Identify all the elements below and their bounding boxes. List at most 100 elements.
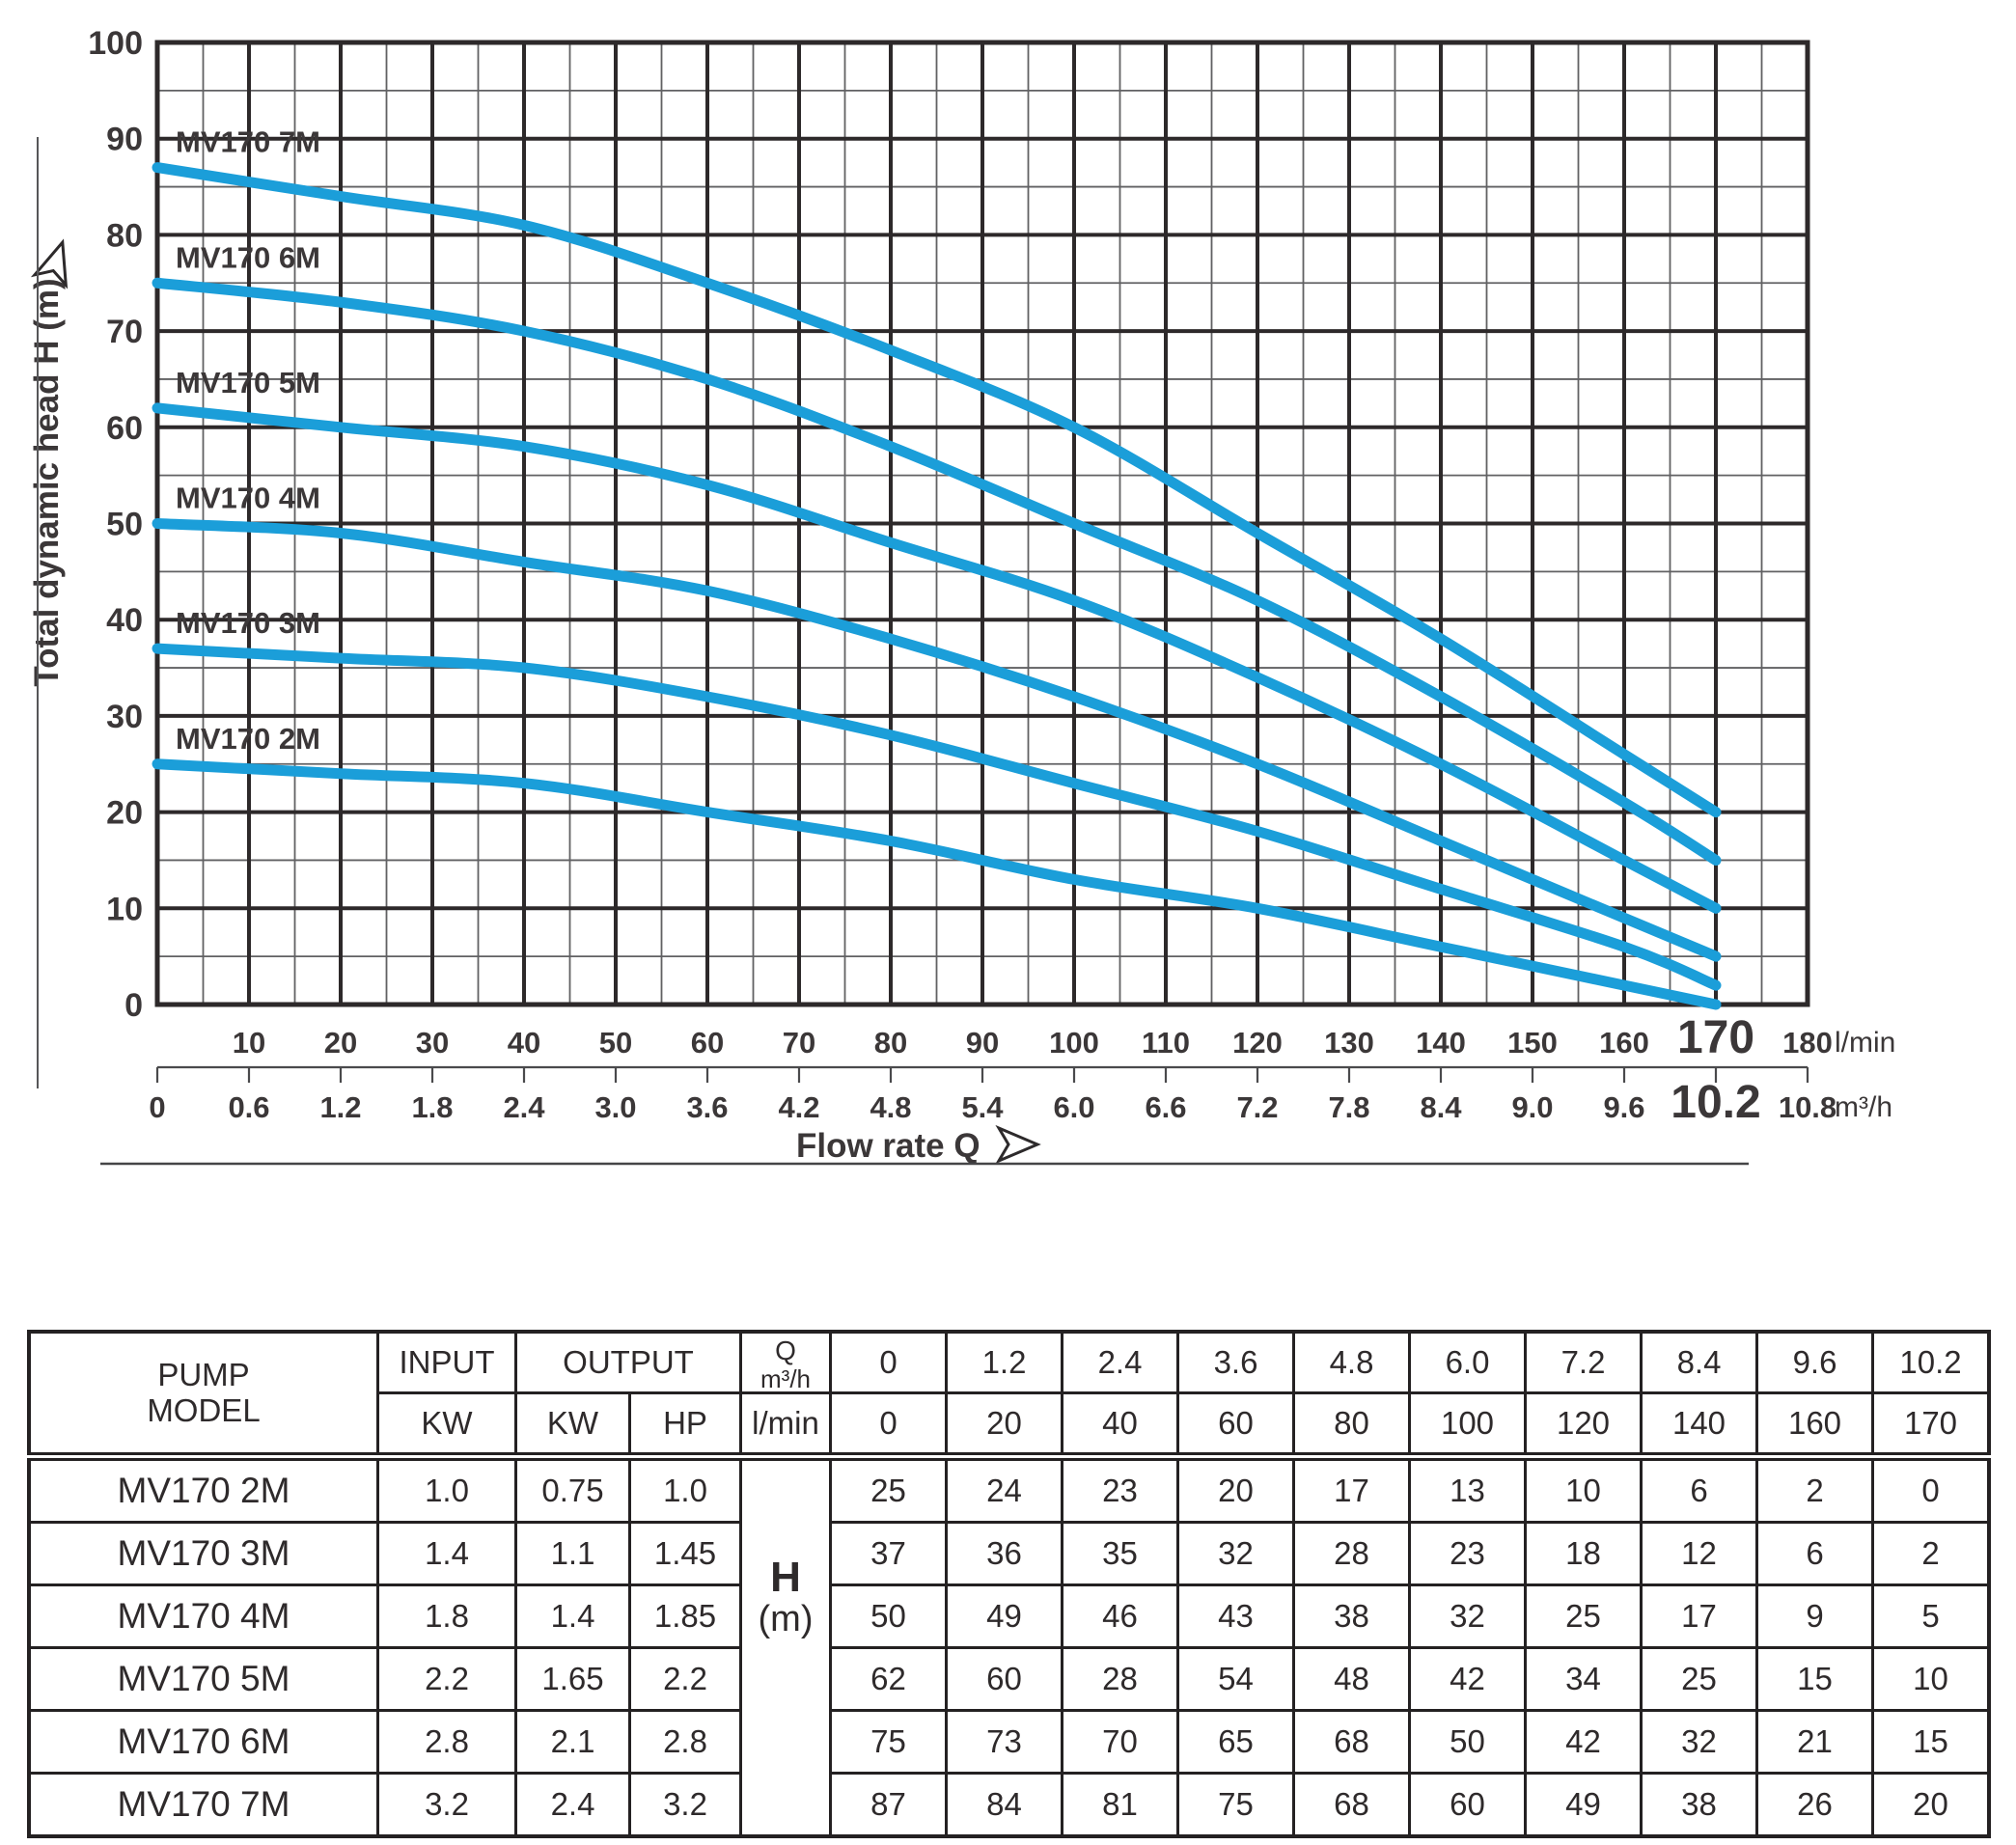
h-value-cell: 32 — [1640, 1709, 1758, 1775]
h-value-cell: 23 — [1061, 1455, 1179, 1524]
h-value-cell: 75 — [829, 1709, 948, 1775]
y-tick-label: 10 — [106, 891, 143, 927]
pump-curves — [152, 162, 1722, 1010]
h-value-cell: 17 — [1292, 1455, 1411, 1524]
output-kw-header: KW — [514, 1391, 631, 1461]
output-kw-cell: 1.65 — [514, 1646, 631, 1712]
x-m3h-tick-label: 7.8 — [1328, 1090, 1369, 1124]
output-kw-cell: 2.1 — [514, 1709, 631, 1775]
h-value-cell: 15 — [1871, 1709, 1991, 1775]
h-value-cell: 73 — [945, 1709, 1063, 1775]
x-m3h-tick-label: 9.0 — [1511, 1090, 1553, 1124]
h-value-cell: 42 — [1524, 1709, 1643, 1775]
pump-model-cell: MV170 6M — [27, 1709, 379, 1775]
h-value-cell: 2 — [1871, 1521, 1991, 1586]
x-lmin-tick-label: 40 — [508, 1026, 540, 1060]
h-value-cell: 6 — [1640, 1455, 1758, 1524]
x-m3h-tick-label: 3.0 — [594, 1090, 636, 1124]
x-axis-title: Flow rate Q — [796, 1127, 980, 1165]
pump-model-cell: MV170 5M — [27, 1646, 379, 1712]
pump-performance-chart: MV170 7M MV170 6M MV170 5M MV170 4M MV170 3M… — [28, 25, 1895, 1166]
pump-row-MV170-3M: MV170 3M 1.4 1.1 1.45 37 36 35 32 28 23 18 12 6 2 — [27, 1521, 1991, 1586]
q-lmin-header-cell: 100 — [1408, 1391, 1527, 1461]
x-m3h-tick-label: 10.8 — [1779, 1090, 1836, 1124]
x-lmin-tick-label: 90 — [966, 1026, 999, 1060]
y-axis-title: Total dynamic head H (m) — [28, 278, 66, 686]
q-m3h-header-cell: 9.6 — [1755, 1330, 1874, 1394]
x-m3h-tick-label: 8.4 — [1420, 1090, 1462, 1124]
curve-label-MV170-5M: MV170 5M — [176, 366, 320, 399]
curve-MV170-6M — [152, 277, 1722, 866]
pump-model-header-line2: MODEL — [147, 1391, 261, 1428]
curve-label-MV170-7M: MV170 7M — [176, 125, 320, 159]
output-hp-cell: 2.2 — [628, 1646, 742, 1712]
q-header-unit: m³/h — [760, 1364, 811, 1393]
h-value-cell: 12 — [1640, 1521, 1758, 1586]
output-header: OUTPUT — [514, 1330, 742, 1394]
h-value-cell: 20 — [1871, 1772, 1991, 1838]
h-value-cell: 81 — [1061, 1772, 1179, 1838]
input-kw-cell: 3.2 — [376, 1772, 517, 1838]
h-value-cell: 68 — [1292, 1709, 1411, 1775]
q-m3h-header-cell: 3.6 — [1176, 1330, 1295, 1394]
h-value-cell: 32 — [1408, 1583, 1527, 1649]
x-lmin-tick-label: 140 — [1416, 1026, 1466, 1060]
x-lmin-tick-label: 10 — [233, 1026, 265, 1060]
h-value-cell: 20 — [1176, 1455, 1295, 1524]
q-header: Q m³/h — [739, 1330, 832, 1394]
x-m3h-tick-label: 0.6 — [228, 1090, 269, 1124]
y-tick-label: 50 — [106, 507, 143, 543]
table-header-row-1: PUMP MODEL INPUT OUTPUT Q m³/h 0 1.2 2.4 3.… — [27, 1330, 1991, 1461]
h-value-cell: 28 — [1292, 1521, 1411, 1586]
output-hp-cell: 2.8 — [628, 1709, 742, 1775]
x-m3h-tick-label: 6.6 — [1145, 1090, 1186, 1124]
q-m3h-header-cell: 10.2 — [1871, 1330, 1991, 1394]
x-lmin-tick-label: 160 — [1599, 1026, 1649, 1060]
head-axis-arrow-icon — [30, 238, 69, 289]
output-hp-header: HP — [628, 1391, 742, 1461]
h-value-cell: 10 — [1871, 1646, 1991, 1712]
x-m3h-tick-label: 7.2 — [1236, 1090, 1278, 1124]
input-kw-header: KW — [376, 1391, 517, 1461]
h-value-cell: 84 — [945, 1772, 1063, 1838]
curve-label-MV170-6M: MV170 6M — [176, 240, 320, 274]
h-value-cell: 6 — [1755, 1521, 1874, 1586]
x-lmin-tick-label: 120 — [1232, 1026, 1283, 1060]
flow-rate-arrow-icon — [995, 1124, 1041, 1165]
h-value-cell: 68 — [1292, 1772, 1411, 1838]
q-lmin-header-cell: 120 — [1524, 1391, 1643, 1461]
h-value-cell: 10 — [1524, 1455, 1643, 1524]
x-lmin-tick-label: 70 — [783, 1026, 815, 1060]
pump-model-cell: MV170 3M — [27, 1521, 379, 1586]
x-lmin-tick-label: 30 — [416, 1026, 449, 1060]
h-value-cell: 21 — [1755, 1709, 1874, 1775]
pump-model-cell: MV170 7M — [27, 1772, 379, 1838]
x-lmin-tick-label: 170 — [1677, 1012, 1754, 1063]
y-tick-label: 100 — [88, 25, 143, 62]
y-tick-label: 20 — [106, 795, 143, 832]
output-hp-cell: 3.2 — [628, 1772, 742, 1838]
x-lmin-tick-label: 60 — [691, 1026, 724, 1060]
input-kw-cell: 2.8 — [376, 1709, 517, 1775]
h-value-cell: 28 — [1061, 1646, 1179, 1712]
h-value-cell: 50 — [829, 1583, 948, 1649]
h-value-cell: 38 — [1640, 1772, 1758, 1838]
y-tick-label: 60 — [106, 410, 143, 447]
x-lmin-tick-label: 100 — [1049, 1026, 1099, 1060]
curve-label-MV170-2M: MV170 2M — [176, 722, 320, 756]
h-value-cell: 24 — [945, 1455, 1063, 1524]
x-axis-ruler — [155, 1065, 1809, 1083]
x-m3h-tick-label: 10.2 — [1671, 1077, 1760, 1128]
h-value-cell: 36 — [945, 1521, 1063, 1586]
x-m3h-unit-label: m³/h — [1835, 1091, 1892, 1123]
h-value-cell: 34 — [1524, 1646, 1643, 1712]
h-value-cell: 17 — [1640, 1583, 1758, 1649]
x-lmin-tick-label: 20 — [324, 1026, 357, 1060]
x-m3h-tick-label: 9.6 — [1603, 1090, 1644, 1124]
y-tick-label: 80 — [106, 217, 143, 254]
table-header-row-2: KW KW HP l/min 0 20 40 60 80 100 120 140 160 170 — [29, 1391, 1991, 1461]
q-m3h-header-cell: 8.4 — [1640, 1330, 1758, 1394]
head-meters-cell: H (m) — [739, 1455, 832, 1838]
pump-spec-table: PUMP MODEL INPUT OUTPUT Q m³/h 0 1.2 2.4 3.… — [27, 1330, 1991, 1838]
